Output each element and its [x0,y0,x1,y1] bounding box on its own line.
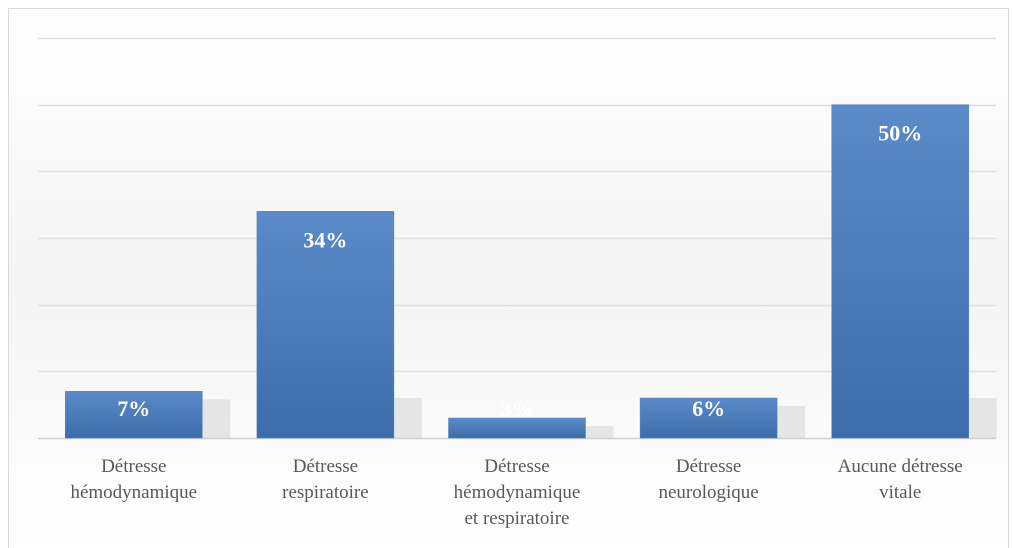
bar [256,211,395,439]
x-tick-label-line: hémodynamique [454,482,581,503]
bar-shadow [585,426,614,438]
bar-shadow [968,398,997,438]
bar-shadow [777,406,806,438]
x-tick-label-line: Détresse [676,456,741,477]
x-tick-label-line: hémodynamique [70,482,197,503]
value-label: 3% [501,396,534,421]
bar [65,391,203,439]
bar-shadow [393,398,422,438]
bar [639,397,778,439]
x-tick-label: Détresse neurologique [658,456,758,503]
value-label: 6% [692,396,725,421]
x-tick-label: Aucune détresse vitale [838,456,963,503]
x-tick-label: Détresse hémodynamique et respiratoire [454,456,581,529]
bar [831,104,969,439]
x-tick-label-line: neurologique [658,482,758,503]
x-tick-label: Détresse respiratoire [282,456,369,503]
value-label: 50% [878,121,922,146]
x-tick-label-line: Détresse [101,456,166,477]
x-tick-label-line: respiratoire [282,482,369,503]
bar-shadow [202,399,231,438]
x-tick-label-line: Détresse [484,456,549,477]
x-tick-label-line: Aucune détresse [838,456,963,477]
value-label: 7% [117,396,150,421]
value-label: 34% [303,227,347,252]
x-tick-label-line: vitale [879,482,921,503]
x-tick-label-line: Détresse [293,456,358,477]
x-tick-label: Détresse hémodynamique [70,456,197,503]
bar [448,417,586,439]
x-tick-label-line: et respiratoire [465,508,570,529]
